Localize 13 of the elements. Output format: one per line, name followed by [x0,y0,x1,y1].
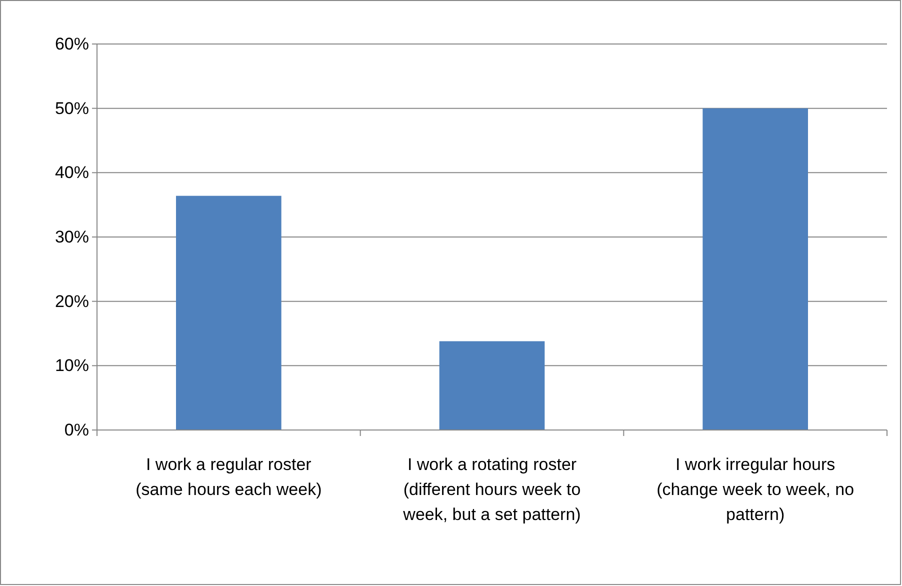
y-tick-label: 20% [54,292,89,311]
bar [702,108,808,430]
y-tick-label: 10% [54,356,89,376]
y-tick-label: 30% [54,227,89,246]
x-tick-label: I work irregular hours (change week to week, no pattern) [656,455,854,524]
y-tick-label: 60% [54,34,89,54]
x-tick-label: I work a rotating roster (different hours week to week, but a set pattern) [402,455,581,524]
y-tick-label: 0% [64,420,89,440]
x-tick-label: I work a regular roster (same hours each week) [136,455,322,499]
y-tick-label: 50% [54,98,89,118]
bar [176,196,282,430]
bar [439,341,545,430]
y-tick-label: 40% [54,163,89,182]
